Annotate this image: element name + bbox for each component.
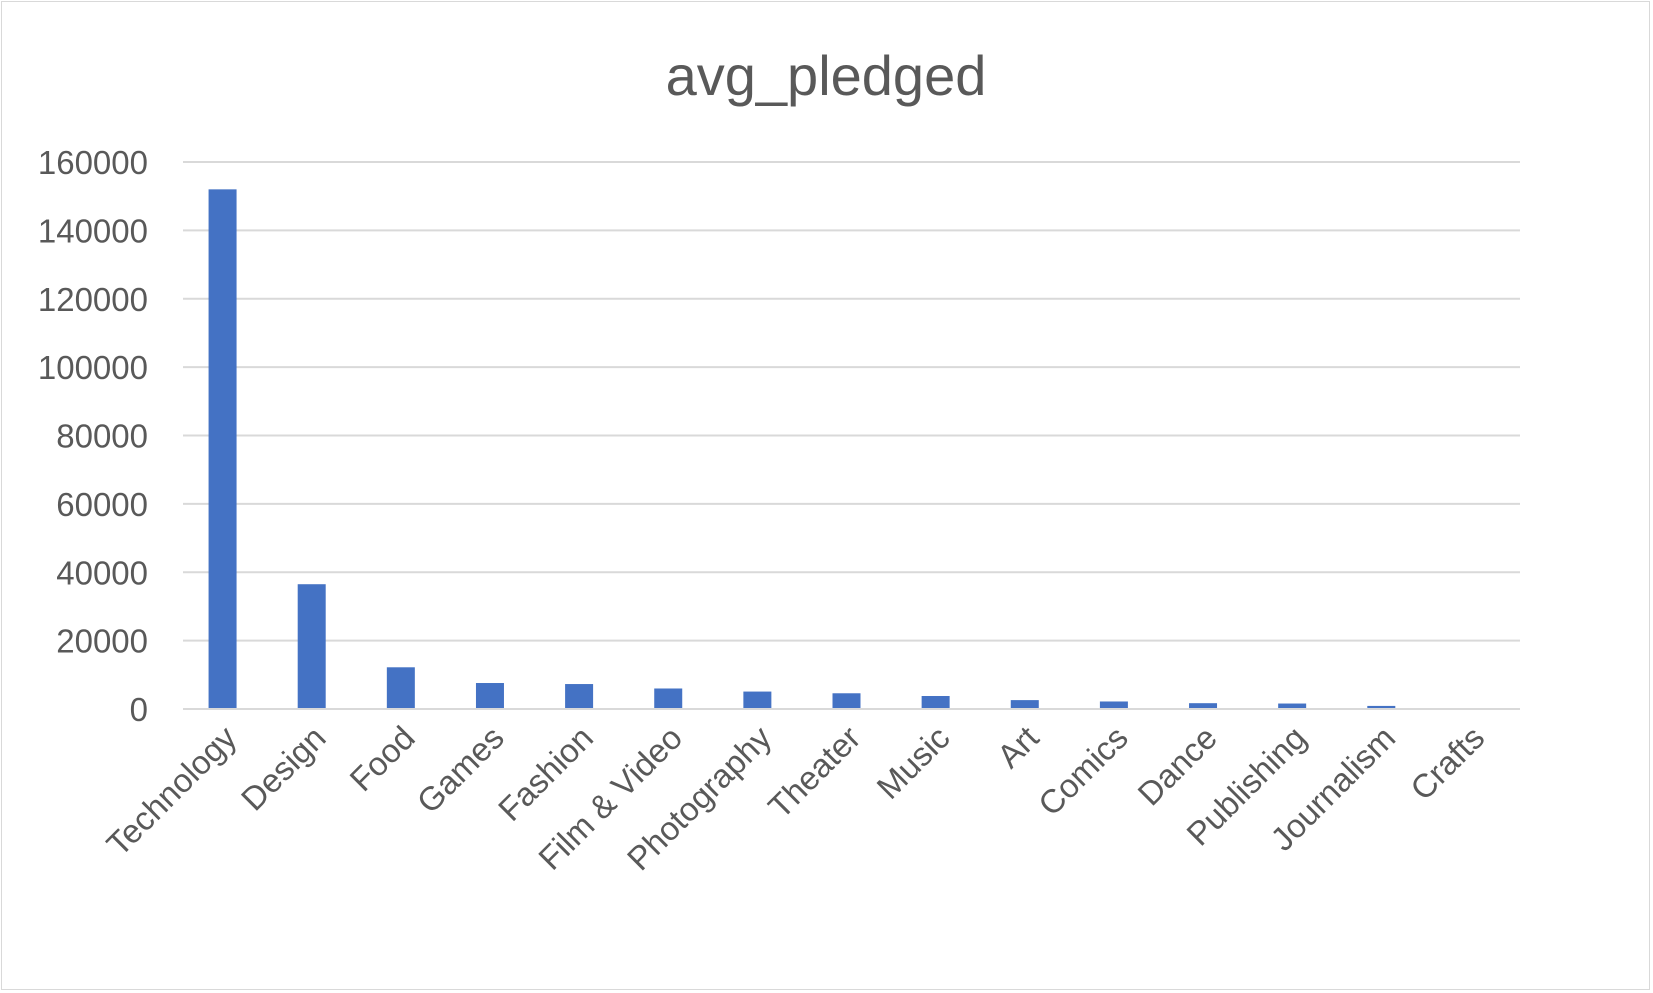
x-category-label: Art bbox=[990, 719, 1046, 775]
bar-art bbox=[1010, 700, 1039, 709]
y-tick-label: 60000 bbox=[56, 486, 148, 523]
bar-games bbox=[475, 683, 504, 709]
bars bbox=[208, 189, 1485, 710]
x-category-label: Technology bbox=[99, 718, 244, 863]
bar-theater bbox=[832, 693, 861, 709]
bar-photography bbox=[743, 691, 772, 709]
x-category-label: Food bbox=[342, 719, 421, 798]
bar-food bbox=[386, 667, 415, 709]
y-tick-label: 40000 bbox=[56, 554, 148, 591]
bar-comics bbox=[1099, 701, 1128, 709]
bar-journalism bbox=[1367, 705, 1396, 709]
gridlines bbox=[183, 161, 1520, 642]
bar-technology bbox=[208, 189, 237, 710]
y-tick-label: 80000 bbox=[56, 418, 148, 455]
y-tick-label: 0 bbox=[130, 691, 148, 728]
y-tick-label: 100000 bbox=[38, 349, 148, 386]
y-axis-tick-labels: 0 20000 40000 60000 80000 100000 120000 140000 1… bbox=[38, 144, 148, 728]
chart-title: avg_pledged bbox=[666, 44, 987, 107]
bar-publishing bbox=[1278, 703, 1307, 709]
bar-film-video bbox=[654, 688, 683, 709]
y-tick-label: 140000 bbox=[38, 212, 148, 249]
bar-fashion bbox=[565, 684, 594, 709]
x-category-label: Crafts bbox=[1403, 719, 1491, 807]
x-category-label: Theater bbox=[761, 719, 868, 826]
bar-design bbox=[297, 584, 326, 709]
x-category-label: Design bbox=[234, 719, 333, 818]
y-tick-label: 160000 bbox=[38, 144, 148, 181]
bar-dance bbox=[1189, 703, 1218, 709]
bar-music bbox=[921, 696, 950, 709]
x-category-label: Music bbox=[869, 719, 956, 806]
y-tick-label: 120000 bbox=[38, 281, 148, 318]
x-category-label: Comics bbox=[1031, 719, 1135, 823]
y-tick-label: 20000 bbox=[56, 623, 148, 660]
